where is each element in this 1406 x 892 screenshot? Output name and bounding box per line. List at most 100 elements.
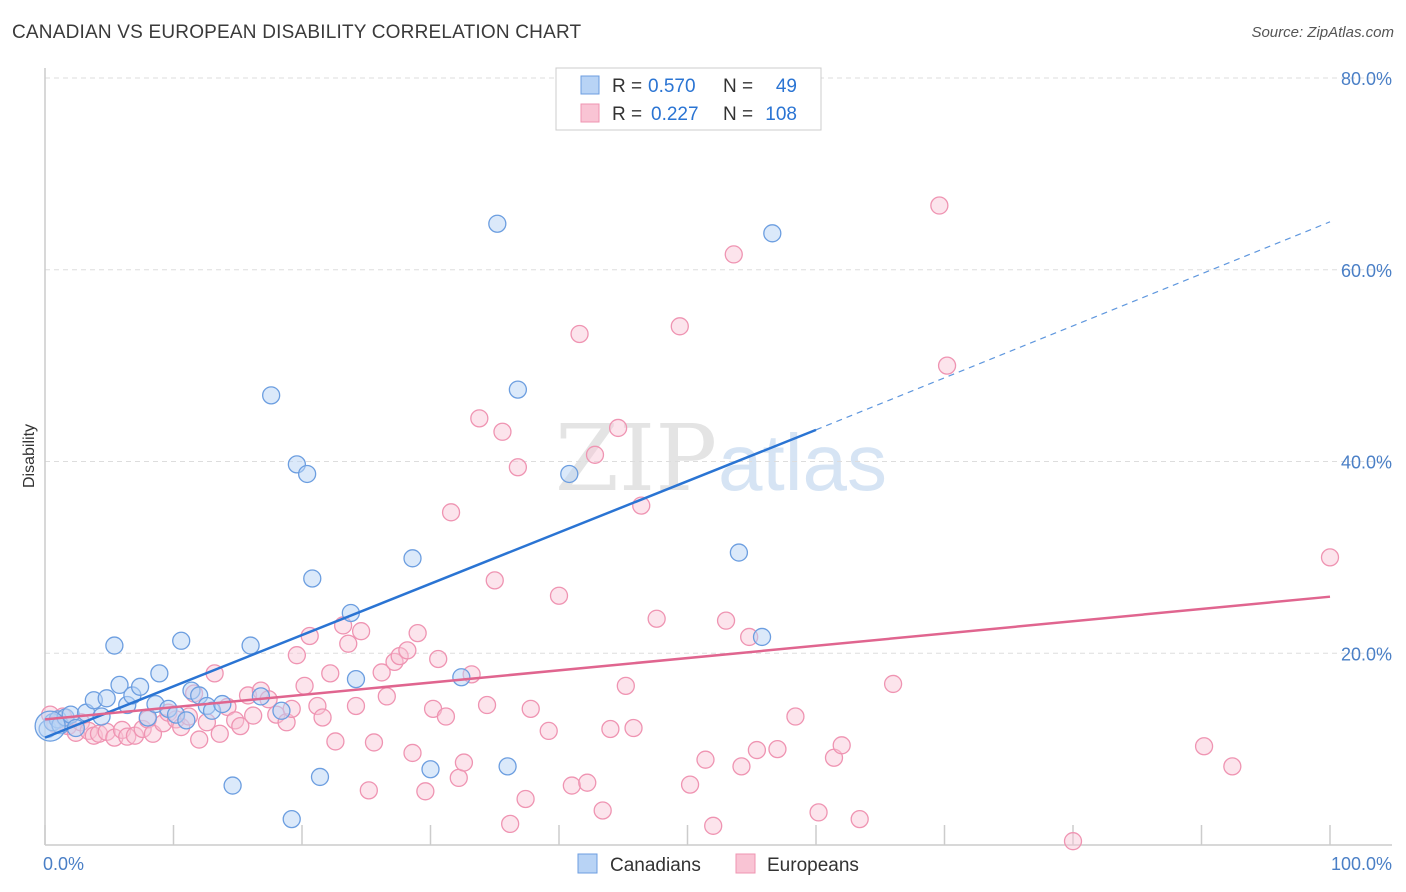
point-europeans (549, 586, 569, 605)
y-tick-label: 20.0% (1341, 644, 1392, 664)
point-europeans (516, 789, 535, 809)
trend-lines (44, 221, 1331, 739)
point-europeans (339, 634, 358, 653)
point-europeans (429, 649, 448, 669)
point-europeans (190, 730, 209, 749)
point-europeans (696, 750, 715, 769)
legend-bottom-swatch-europeans (735, 853, 756, 874)
n-label-canadians: N = (723, 76, 753, 97)
series-legend: Canadians Europeans (577, 853, 859, 876)
point-europeans (593, 801, 612, 820)
point-europeans (441, 503, 461, 522)
legend-bottom-swatch-canadians (577, 853, 598, 874)
point-europeans (930, 196, 949, 215)
point-europeans (326, 732, 345, 751)
point-europeans (226, 711, 245, 730)
point-europeans (624, 718, 643, 738)
point-canadians (272, 701, 291, 720)
point-europeans (454, 753, 474, 772)
point-canadians (421, 760, 440, 779)
point-canadians (729, 543, 749, 562)
point-europeans (403, 743, 422, 763)
point-canadians (560, 464, 579, 484)
point-europeans (716, 611, 736, 630)
n-value-europeans: 108 (765, 104, 797, 125)
r-value-canadians: 0.570 (648, 76, 696, 97)
point-canadians (251, 687, 271, 706)
point-europeans (585, 445, 605, 464)
point-europeans (786, 707, 805, 726)
x-tick-label-min: 0.0% (43, 854, 84, 874)
x-tick-label-max: 100.0% (1331, 854, 1392, 874)
point-europeans (351, 622, 371, 641)
point-europeans (416, 782, 435, 801)
point-europeans (508, 458, 528, 477)
point-europeans (1194, 737, 1214, 756)
point-europeans (732, 757, 751, 776)
legend-swatch-europeans (580, 103, 600, 123)
point-europeans (809, 803, 828, 822)
point-europeans (608, 418, 628, 438)
point-europeans (937, 356, 957, 375)
europeans-points (40, 196, 1340, 851)
chart-title: CANADIAN VS EUROPEAN DISABILITY CORRELAT… (12, 22, 582, 43)
point-europeans (436, 707, 456, 726)
n-label-europeans: N = (723, 104, 753, 125)
watermark-zip: ZIP (555, 405, 717, 512)
point-europeans (210, 724, 229, 743)
point-europeans (493, 422, 512, 441)
point-canadians (105, 636, 124, 655)
point-europeans (601, 719, 620, 739)
point-europeans (680, 775, 700, 794)
point-europeans (578, 773, 597, 792)
point-canadians (223, 776, 242, 795)
point-canadians (346, 669, 366, 689)
point-europeans (398, 641, 417, 660)
point-europeans (287, 646, 307, 665)
point-europeans (1320, 548, 1340, 567)
point-canadians (177, 711, 196, 730)
trend-line-europeans (44, 595, 1331, 721)
point-canadians (262, 386, 281, 405)
point-canadians (508, 380, 528, 399)
watermark-atlas: atlas (718, 418, 887, 507)
point-canadians (110, 675, 129, 695)
point-europeans (308, 696, 327, 716)
stats-legend: R = 0.570 N = 49 R = 0.227 N = 108 (555, 67, 822, 131)
point-europeans (321, 664, 340, 683)
point-canadians (403, 549, 422, 568)
point-canadians (282, 809, 301, 829)
point-europeans (372, 663, 391, 682)
point-europeans (832, 736, 851, 755)
point-canadians (310, 767, 330, 787)
legend-swatch-canadians (580, 75, 600, 95)
trend-line-canadians-extension (815, 221, 1331, 431)
point-canadians (752, 627, 772, 647)
point-europeans (501, 814, 520, 834)
point-europeans (470, 409, 489, 428)
point-europeans (364, 733, 384, 752)
point-europeans (850, 809, 869, 829)
point-canadians (97, 689, 116, 708)
point-europeans (539, 721, 558, 741)
point-europeans (313, 708, 332, 727)
r-label-europeans: R = (612, 104, 642, 125)
grid-lines (45, 77, 1392, 654)
n-value-canadians: 49 (776, 76, 797, 97)
point-canadians (763, 224, 782, 243)
point-canadians (488, 214, 507, 233)
point-europeans (118, 727, 137, 746)
point-europeans (570, 324, 589, 344)
point-canadians (130, 677, 150, 696)
point-europeans (1063, 832, 1083, 851)
y-tick-label: 80.0% (1341, 69, 1392, 89)
y-tick-label: 60.0% (1341, 261, 1392, 281)
point-europeans (295, 676, 314, 695)
point-canadians (297, 464, 317, 484)
point-europeans (616, 676, 635, 695)
point-canadians (498, 757, 517, 776)
point-europeans (359, 781, 378, 800)
point-europeans (477, 695, 497, 715)
tick-labels: 20.0% 40.0% 60.0% 80.0% 0.0% 100.0% (43, 69, 1392, 874)
